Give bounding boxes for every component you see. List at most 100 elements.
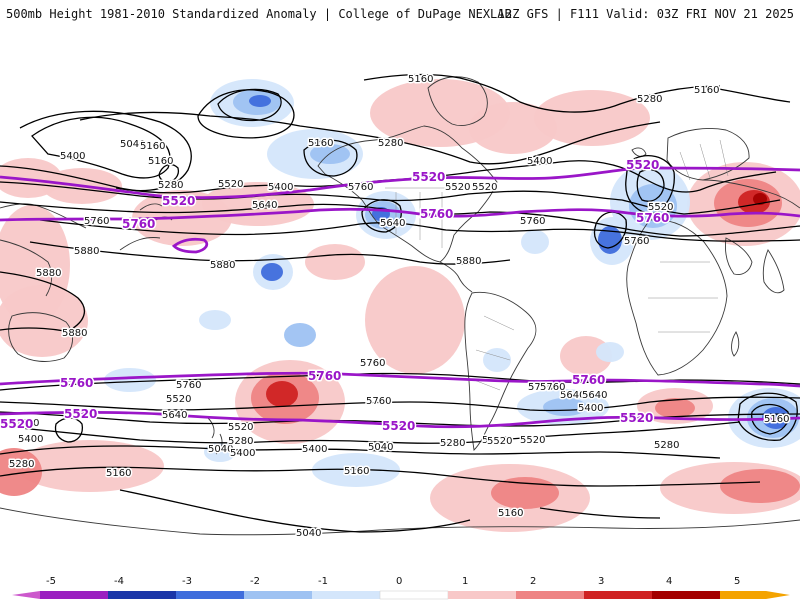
thickness-label: 5520 [162, 194, 195, 208]
legend-color-bar [12, 590, 790, 600]
anomaly-negative-area [284, 323, 316, 347]
thickness-label: 5520 [620, 411, 653, 425]
contour-label: 5520 [218, 179, 243, 190]
thickness-label-layer: 5520 5520 5760 5760 5520 5760 5760 5760 … [0, 157, 671, 435]
legend-segment [448, 591, 516, 599]
legend-segment [40, 591, 108, 599]
contour-label: 5760 [360, 358, 385, 369]
anomaly-negative-area [483, 348, 511, 372]
height-contours [0, 73, 800, 533]
contour-label: 5880 [210, 260, 235, 271]
anomaly-positive-area [16, 440, 164, 492]
contour-label: 5880 [62, 328, 87, 339]
contour-label: 5160 [344, 466, 369, 477]
anomaly-shading [0, 79, 800, 532]
legend-segment [108, 591, 176, 599]
australia-coast [8, 312, 73, 362]
model-run-info: 12Z GFS | F111 Valid: 03Z FRI NOV 21 202… [497, 7, 794, 21]
contour-label: 5040 [120, 139, 145, 150]
contour-label: 5160 [498, 508, 523, 519]
legend-tick-label: -2 [250, 576, 260, 587]
contour-label: 5760 [624, 236, 649, 247]
contour-label: 5640 [252, 200, 277, 211]
thickness-label: 5760 [308, 369, 341, 383]
legend-tick-label: 0 [396, 576, 402, 587]
legend-tick-label: -3 [182, 576, 192, 587]
legend-segment [312, 591, 380, 599]
contour-label: 5880 [456, 256, 481, 267]
legend-ticks: -5 -4 -3 -2 -1 0 1 2 3 4 5 [46, 576, 740, 587]
madagascar-coast [731, 331, 740, 357]
legend-segment [176, 591, 244, 599]
contour-label: 5520 [166, 394, 191, 405]
contour-label: 5040 [296, 528, 321, 539]
thickness-5760-north [0, 207, 800, 222]
contour-label: 5760 [366, 396, 391, 407]
anomaly-negative-area [596, 342, 624, 362]
map-panel[interactable]: 5160 5160 5160 5280 5040 5160 5400 5160 … [0, 30, 800, 563]
thickness-5760-south [0, 371, 800, 388]
contour-label: 5160 [106, 468, 131, 479]
thickness-lines [0, 166, 800, 429]
contour-label: 5880 [36, 268, 61, 279]
contour-5640 [0, 396, 800, 412]
legend-segment [379, 590, 449, 600]
antarctica-coast [0, 507, 800, 536]
thickness-label: 5760 [60, 376, 93, 390]
legend-scale: -5 -4 -3 -2 -1 0 1 2 3 4 5 [12, 576, 790, 600]
thickness-closed-5760 [171, 237, 209, 254]
contour-5520 [0, 181, 781, 215]
contour-5280 [79, 111, 661, 165]
contour-5040 [119, 489, 471, 533]
closed-high-contour [158, 163, 180, 183]
closed-low-contour [303, 139, 358, 177]
contour-label: 5640 [380, 218, 405, 229]
contour-5880 [0, 271, 86, 331]
contour-label: 5520 [648, 202, 673, 213]
contour-label: 5280 [637, 94, 662, 105]
legend-tick-label: -1 [318, 576, 328, 587]
closed-low-contour [737, 392, 798, 441]
anomaly-positive-area [655, 398, 695, 418]
legend-tick-label: 5 [734, 576, 740, 587]
contour-label: 5400 [18, 434, 43, 445]
closed-low-contour [361, 199, 402, 233]
contour-label: 5520 [520, 435, 545, 446]
closed-low-contour [636, 169, 665, 202]
contour-label: 5040 [368, 442, 393, 453]
contour-label: 5760 [528, 382, 553, 393]
legend-right-arrow [766, 591, 790, 599]
legend-segment [244, 591, 312, 599]
thickness-label: 5520 [382, 419, 415, 433]
india-coast [762, 249, 785, 294]
product-title: 500mb Height 1981-2010 Standardized Anom… [6, 7, 512, 21]
header-bar: 500mb Height 1981-2010 Standardized Anom… [0, 0, 800, 30]
contour-label: 5520 [472, 182, 497, 193]
thickness-label: 5520 [0, 417, 33, 431]
asia-east-coast [0, 237, 161, 297]
south-america-coast [464, 291, 537, 451]
contour-label: 5400 [230, 448, 255, 459]
contour-label: 5520 [228, 422, 253, 433]
contour-label: 5160 [764, 414, 789, 425]
contour-label: 5280 [9, 459, 34, 470]
contour-label: 5640 [560, 390, 585, 401]
thickness-label: 5520 [64, 407, 97, 421]
contour-label: 5280 [654, 440, 679, 451]
anomaly-map[interactable]: 5160 5160 5160 5280 5040 5160 5400 5160 … [0, 30, 800, 563]
contour-label: 5400 [578, 403, 603, 414]
anomaly-negative-area [249, 95, 271, 107]
thickness-label: 5520 [412, 170, 445, 184]
anomaly-negative-area [204, 442, 236, 462]
contour-5400 [19, 421, 741, 444]
contour-5760 [39, 219, 800, 242]
contour-label-layer: 5160 5160 5160 5280 5040 5160 5400 5160 … [8, 73, 791, 541]
anomaly-positive-area [720, 469, 800, 503]
closed-low-contour [197, 89, 295, 139]
uk-coast [631, 147, 647, 157]
contour-label: 5760 [176, 380, 201, 391]
legend-segment [720, 591, 766, 599]
thickness-5520-north [0, 166, 800, 199]
contour-label: 5400 [302, 444, 327, 455]
